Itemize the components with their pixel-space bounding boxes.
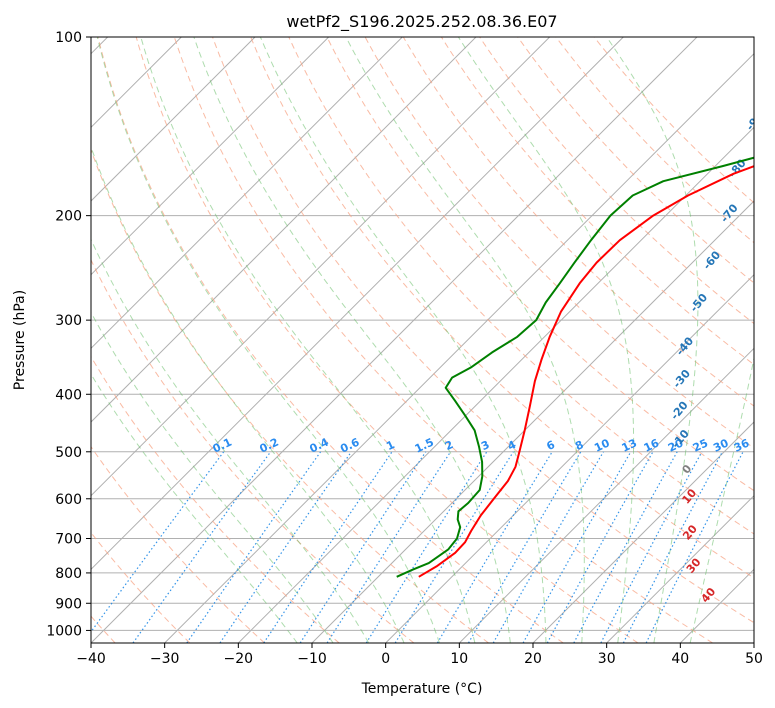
x-tick-label: 0 — [381, 651, 390, 667]
mixing-ratio-label: 10 — [592, 436, 612, 454]
mixing-ratio-label: 25 — [691, 437, 710, 455]
moist-adiabat--5 — [91, 238, 370, 643]
isotherm-0 — [385, 273, 754, 643]
mixing-ratio-line-17 — [645, 451, 744, 643]
dry-adiabat-150 — [593, 37, 754, 204]
isotherm--100 — [91, 37, 256, 202]
isotherm--60 — [91, 37, 551, 497]
temperature-profile-line — [418, 165, 754, 578]
profile-series — [396, 156, 754, 578]
y-tick-label: 800 — [55, 566, 82, 582]
moist-adiabat-35 — [606, 37, 699, 643]
moist-adiabat-40 — [689, 356, 754, 643]
x-tick-label: −40 — [76, 651, 106, 667]
moist-adiabat-20 — [259, 37, 547, 643]
mixing-ratio-label: 30 — [711, 436, 731, 454]
dry-adiabat-90 — [364, 37, 754, 449]
dry-adiabat-100 — [402, 37, 754, 407]
isotherm--30 — [164, 52, 754, 643]
y-tick-label: 400 — [55, 387, 82, 403]
y-tick-label: 700 — [55, 532, 82, 548]
moist-adiabat-5 — [96, 37, 440, 643]
moist-adiabats — [91, 37, 754, 643]
plot-area-background — [91, 37, 754, 643]
isotherm--20 — [237, 126, 754, 643]
mixing-ratio-line-12 — [522, 451, 632, 643]
isotherm--40 — [91, 37, 698, 643]
x-tick-label: −10 — [297, 651, 327, 667]
y-axis-ticks: 100 200 300 400 500 600 700 800 900 1000 — [46, 30, 91, 639]
dry-adiabat-20 — [97, 37, 564, 643]
dry-adiabat-40 — [173, 37, 713, 643]
isotherm-30 — [606, 494, 754, 643]
isotherm--80 — [91, 37, 403, 350]
dry-adiabat--20 — [91, 445, 265, 643]
x-tick-label: −30 — [150, 651, 180, 667]
mixing-ratio-line-9 — [436, 451, 553, 643]
dry-adiabat-120 — [479, 37, 754, 325]
moist-adiabat-0 — [91, 145, 405, 643]
y-tick-label: 500 — [55, 445, 82, 461]
isotherm--70 — [91, 37, 477, 423]
x-tick-label: 40 — [671, 651, 689, 667]
mixing-ratio-line-15 — [600, 451, 703, 643]
x-tick-label: −20 — [224, 651, 254, 667]
background-grid — [91, 37, 754, 643]
dry-adiabat-60 — [250, 37, 754, 579]
y-tick-label: 300 — [55, 313, 82, 329]
y-tick-label: 900 — [55, 596, 82, 612]
mixing-ratio-line-5 — [299, 451, 427, 643]
mixing-ratio-line-1 — [132, 451, 272, 643]
isotherm--90 — [91, 37, 330, 276]
isotherm--50 — [91, 37, 624, 571]
moist-adiabat-30 — [457, 37, 635, 643]
isotherm-20 — [532, 421, 754, 643]
y-tick-label: 1000 — [46, 623, 82, 639]
x-axis-ticks: −40 −30 −20 −10 0 10 20 30 40 50 — [76, 643, 763, 667]
mixing-ratio-lines — [91, 451, 744, 643]
mixing-ratio-line-2 — [186, 451, 322, 643]
dry-adiabat-50 — [212, 37, 754, 624]
mixing-ratio-label: 16 — [642, 436, 662, 454]
dewpoint-profile-line — [396, 156, 754, 578]
x-tick-label: 20 — [524, 651, 542, 667]
dry-adiabat-130 — [517, 37, 754, 284]
moist-adiabat--10 — [91, 311, 334, 643]
x-tick-label: 10 — [450, 651, 468, 667]
y-tick-label: 100 — [55, 30, 82, 46]
mixing-ratio-label: 13 — [620, 437, 639, 455]
mixing-ratio-label: 20 — [666, 436, 686, 454]
moist-adiabat--15 — [91, 373, 298, 643]
x-tick-label: 30 — [598, 651, 616, 667]
dry-adiabat-label: -90 — [744, 109, 767, 133]
mixing-ratio-line-6 — [326, 451, 452, 643]
y-tick-label: 200 — [55, 209, 82, 225]
x-tick-label: 50 — [745, 651, 763, 667]
mixing-ratio-label: 36 — [732, 436, 752, 454]
mixing-ratio-line-7 — [365, 451, 488, 643]
moist-adiabat-15 — [193, 37, 511, 643]
isotherm-10 — [458, 347, 754, 643]
mixing-ratio-line-3 — [219, 451, 352, 643]
dry-adiabat-80 — [326, 37, 754, 492]
dry-adiabat-30 — [135, 37, 639, 643]
mixing-ratio-line-14 — [573, 451, 678, 643]
plot-frame — [90, 36, 755, 644]
x-axis-label: Temperature (°C) — [361, 681, 483, 697]
y-tick-label: 600 — [55, 492, 82, 508]
moist-adiabat-10 — [140, 37, 476, 643]
mixing-ratio-line-4 — [263, 451, 393, 643]
moist-adiabat-25 — [345, 37, 585, 643]
y-axis-label: Pressure (hPa) — [12, 290, 28, 390]
mixing-ratio-line-0 — [91, 451, 225, 633]
chart-title: wetPf2_S196.2025.252.08.36.E07 — [286, 12, 557, 32]
mixing-ratio-line-13 — [546, 451, 654, 643]
